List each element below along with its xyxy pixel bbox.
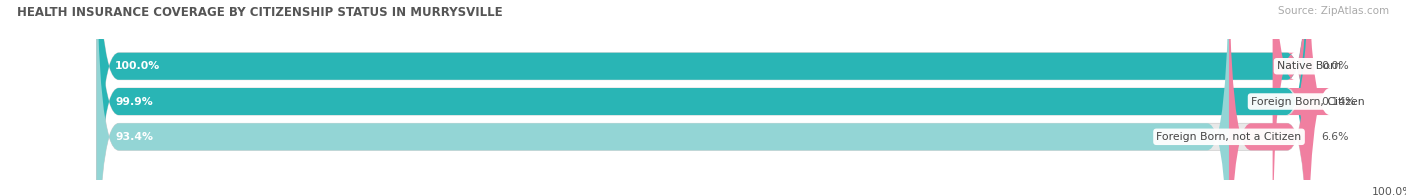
FancyBboxPatch shape — [1272, 0, 1309, 196]
Text: Foreign Born, Citizen: Foreign Born, Citizen — [1251, 96, 1365, 107]
Text: 0.0%: 0.0% — [1322, 61, 1348, 71]
Text: Native Born: Native Born — [1277, 61, 1341, 71]
FancyBboxPatch shape — [97, 0, 1308, 196]
Text: 100.0%: 100.0% — [115, 61, 160, 71]
FancyBboxPatch shape — [97, 0, 1309, 196]
FancyBboxPatch shape — [97, 0, 1309, 196]
Text: 99.9%: 99.9% — [115, 96, 153, 107]
FancyBboxPatch shape — [97, 0, 1309, 196]
Text: HEALTH INSURANCE COVERAGE BY CITIZENSHIP STATUS IN MURRYSVILLE: HEALTH INSURANCE COVERAGE BY CITIZENSHIP… — [17, 6, 502, 19]
FancyBboxPatch shape — [1229, 0, 1309, 196]
FancyBboxPatch shape — [97, 0, 1309, 196]
FancyBboxPatch shape — [1288, 0, 1330, 196]
Text: 93.4%: 93.4% — [115, 132, 153, 142]
Text: 0.14%: 0.14% — [1322, 96, 1355, 107]
Text: Foreign Born, not a Citizen: Foreign Born, not a Citizen — [1157, 132, 1302, 142]
Text: 100.0%: 100.0% — [1371, 187, 1406, 196]
Text: 6.6%: 6.6% — [1322, 132, 1348, 142]
Text: Source: ZipAtlas.com: Source: ZipAtlas.com — [1278, 6, 1389, 16]
FancyBboxPatch shape — [97, 0, 1229, 196]
